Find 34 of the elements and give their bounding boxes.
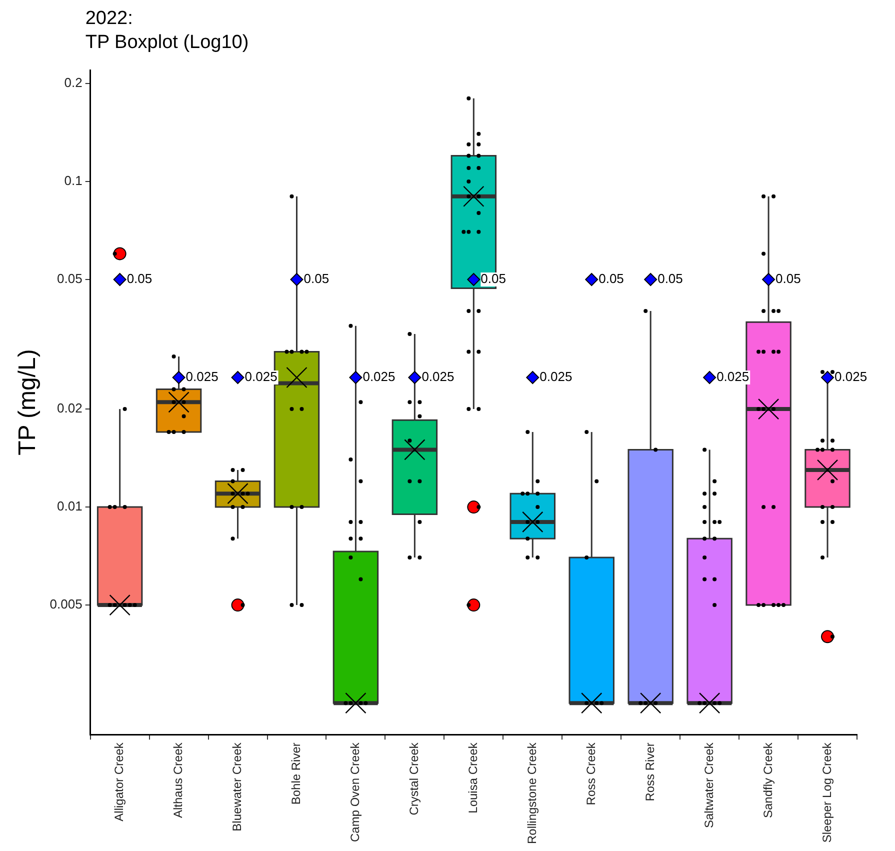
data-label: 0.025 — [422, 369, 454, 384]
data-label: 0.05 — [658, 271, 683, 286]
data-label: 0.025 — [244, 369, 278, 384]
x-tick-label: Crystal Creek — [407, 742, 422, 816]
y-tick-label: 0.01 — [57, 498, 82, 514]
chart-title: 2022: TP Boxplot (Log10) — [85, 8, 249, 53]
data-label: 0.025 — [716, 369, 750, 384]
y-tick-label: 0.005 — [50, 596, 82, 612]
data-label: 0.05 — [598, 271, 624, 286]
data-label: 0.025 — [540, 369, 572, 384]
x-tick-label: Sleeper Log Creek — [820, 742, 834, 843]
x-tick-label: Alligator Creek — [112, 742, 126, 822]
data-label: 0.025 — [186, 369, 218, 384]
data-label: 0.05 — [480, 271, 506, 286]
data-label: 0.05 — [126, 271, 152, 286]
x-tick-label: Rollingstone Creek — [524, 742, 539, 844]
x-tick-label: Camp Oven Creek — [348, 742, 362, 842]
x-tick-label: Bluewater Creek — [230, 742, 244, 832]
y-tick-label: 0.1 — [64, 173, 82, 188]
x-tick-label: Sandfly Creek — [760, 742, 775, 818]
data-label: 0.025 — [834, 369, 868, 384]
x-tick-label: Ross River — [642, 742, 657, 802]
y-tick-label: 0.05 — [57, 271, 82, 286]
y-tick-label: 0.02 — [57, 400, 82, 416]
x-tick-label: Ross Creek — [584, 742, 598, 806]
data-label: 0.05 — [304, 271, 330, 286]
x-tick-label: Bohle River — [289, 742, 304, 805]
x-tick-label: Louisa Creek — [466, 742, 480, 814]
data-label: 0.025 — [362, 369, 396, 384]
data-label: 0.05 — [776, 271, 801, 286]
x-tick-label: Althaus Creek — [171, 742, 186, 818]
y-axis-title: TP (mg/L) — [14, 349, 42, 456]
y-tick-label: 0.2 — [64, 75, 82, 90]
x-tick-label: Saltwater Creek — [702, 742, 716, 828]
